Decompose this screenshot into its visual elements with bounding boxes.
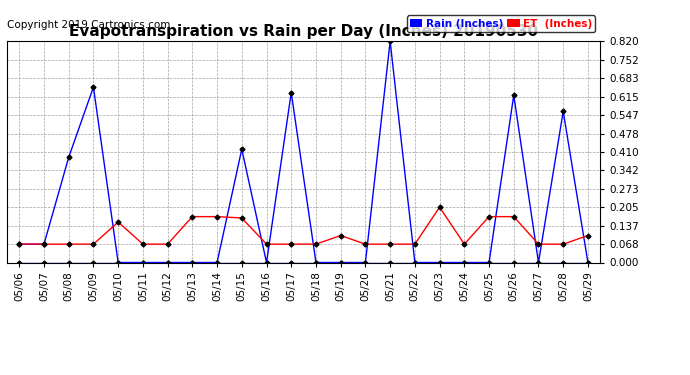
Legend: Rain (Inches), ET  (Inches): Rain (Inches), ET (Inches) [407, 15, 595, 32]
Text: Copyright 2019 Cartronics.com: Copyright 2019 Cartronics.com [7, 20, 170, 30]
Title: Evapotranspiration vs Rain per Day (Inches) 20190530: Evapotranspiration vs Rain per Day (Inch… [69, 24, 538, 39]
